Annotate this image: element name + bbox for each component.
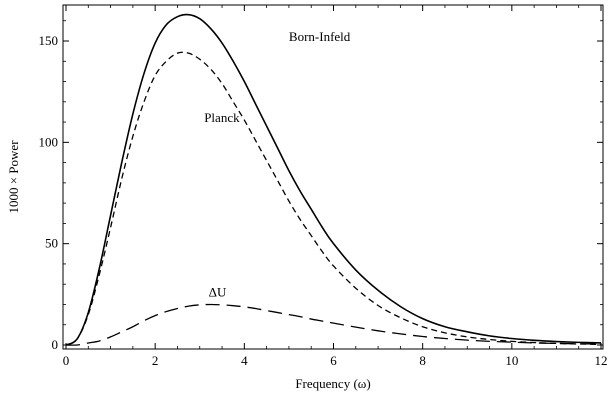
series-label-delta-u: ΔU <box>209 284 227 299</box>
x-tick-label: 4 <box>241 353 248 368</box>
x-tick-label: 10 <box>505 353 518 368</box>
series-label-planck: Planck <box>204 110 240 125</box>
series-line-born-infeld <box>65 13 602 346</box>
x-tick-label: 12 <box>595 353 608 368</box>
x-tick-label: 8 <box>419 353 426 368</box>
series-label-born-infeld: Born-Infeld <box>289 29 351 44</box>
series-line-delta-u <box>65 303 602 346</box>
x-tick-label: 0 <box>63 353 70 368</box>
y-axis-title: 1000 × Power <box>6 140 21 214</box>
series-line-planck <box>65 51 602 346</box>
y-tick-label: 100 <box>39 134 59 149</box>
y-tick-label: 50 <box>45 236 58 251</box>
x-tick-label: 6 <box>330 353 337 368</box>
x-tick-label: 2 <box>152 353 159 368</box>
y-tick-label: 0 <box>52 337 59 352</box>
plot-frame <box>62 4 604 350</box>
x-axis-title: Frequency (ω) <box>295 376 370 391</box>
y-tick-label: 150 <box>39 33 59 48</box>
plot-area: 0 2 4 6 8 10 12 0 50 100 150 Born-Infeld Planck ΔU <box>39 4 608 368</box>
